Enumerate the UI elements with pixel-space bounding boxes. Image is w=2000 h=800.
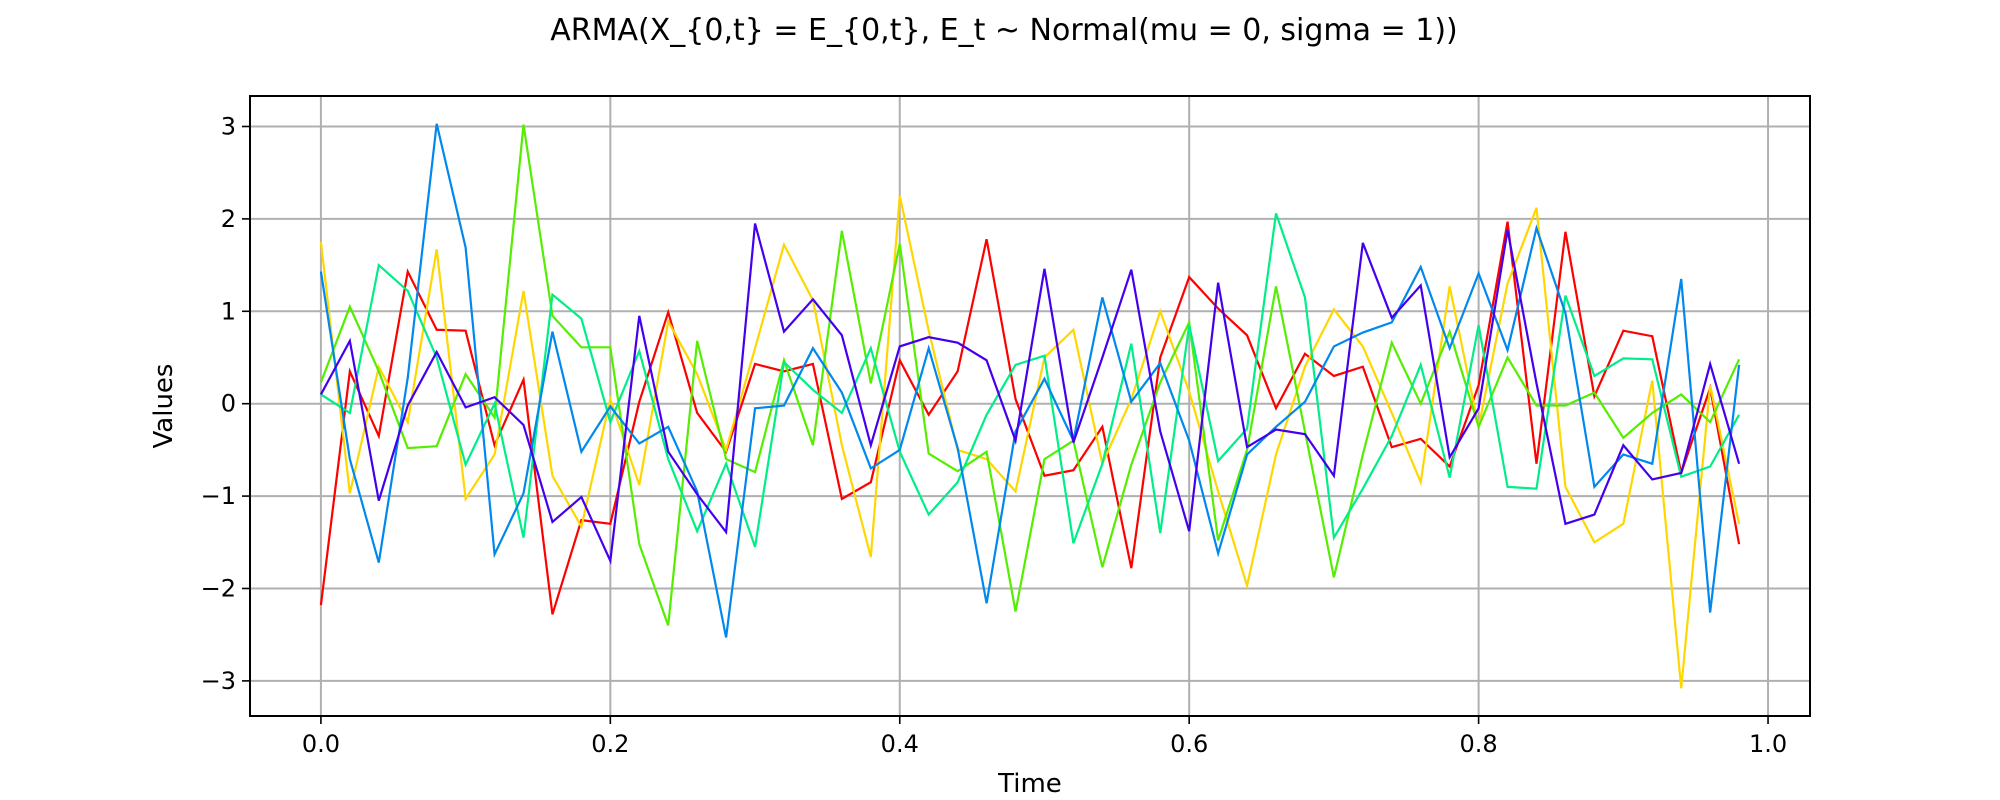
x-tick-label: 0.6 xyxy=(1170,730,1208,758)
y-tick-label: 1 xyxy=(221,297,236,325)
chart-title: ARMA(X_{0,t} = E_{0,t}, E_t ~ Normal(mu … xyxy=(550,13,1458,48)
x-tick-label: 0.0 xyxy=(302,730,340,758)
series-line-2 xyxy=(319,195,1741,689)
x-tick-label: 0.2 xyxy=(591,730,629,758)
y-tick-label: −2 xyxy=(201,574,236,602)
y-axis-label: Values xyxy=(149,364,179,449)
y-tick-label: −3 xyxy=(201,667,236,695)
series-layer xyxy=(319,123,1741,689)
y-tick-label: 3 xyxy=(221,112,236,140)
x-tick-label: 0.4 xyxy=(881,730,919,758)
series-line-1 xyxy=(319,221,1741,615)
plot-area-frame xyxy=(249,95,1811,717)
x-tick-label: 1.0 xyxy=(1749,730,1787,758)
y-tick-label: −1 xyxy=(201,482,236,510)
tick-layer: 0.0 0.2 0.4 0.6 0.8 1.0 −3 −2 −1 0 1 2 3 xyxy=(201,112,1788,758)
x-tick-label: 0.8 xyxy=(1460,730,1498,758)
series-line-6 xyxy=(319,223,1741,565)
y-tick-label: 0 xyxy=(221,390,236,418)
series-line-5 xyxy=(319,123,1741,638)
y-tick-label: 2 xyxy=(221,205,236,233)
x-axis-label: Time xyxy=(997,769,1062,799)
series-line-3 xyxy=(319,124,1741,626)
